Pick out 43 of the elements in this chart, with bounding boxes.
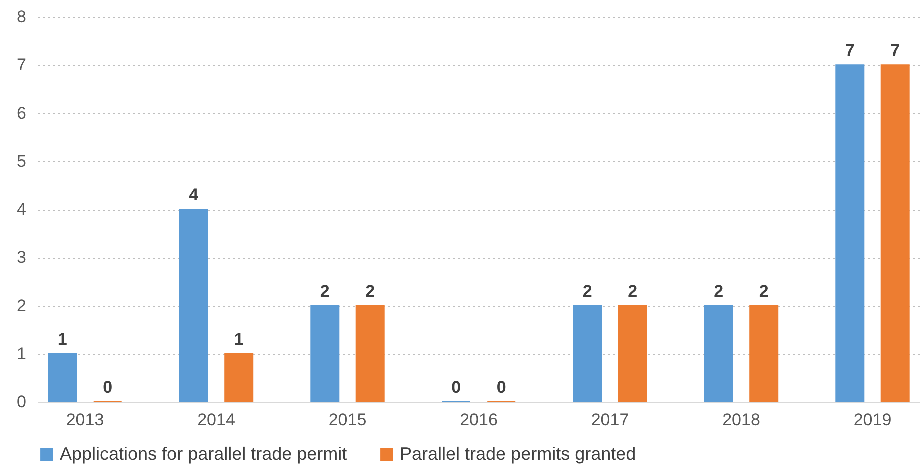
legend-label: Parallel trade permits granted (400, 444, 636, 464)
data-label: 2 (628, 282, 638, 301)
data-label: 0 (496, 378, 506, 397)
data-label: 7 (845, 41, 855, 60)
bar (48, 353, 78, 402)
data-label: 0 (452, 378, 462, 397)
x-tick-label: 2014 (198, 410, 236, 430)
y-tick-label: 4 (17, 200, 26, 219)
y-tick-label: 5 (17, 152, 26, 171)
data-label: 1 (234, 330, 244, 349)
y-tick-label: 6 (17, 104, 26, 123)
bar (310, 305, 340, 402)
bar (356, 305, 385, 402)
y-tick-label: 0 (17, 392, 26, 412)
y-tick-label: 3 (17, 248, 26, 268)
data-label: 1 (58, 330, 68, 349)
bar (224, 353, 254, 402)
x-tick-label: 2013 (66, 410, 104, 430)
x-tick-label: 2015 (328, 410, 367, 430)
bar (179, 209, 208, 402)
y-tick-label: 2 (17, 296, 26, 316)
legend-label: Applications for parallel trade permit (60, 444, 348, 464)
data-label: 2 (366, 282, 376, 301)
data-label: 4 (189, 186, 200, 204)
bar (704, 305, 734, 402)
x-tick-label: 2019 (854, 410, 892, 430)
x-tick-label: 2016 (460, 410, 498, 430)
data-label: 2 (582, 282, 592, 301)
data-label: 0 (103, 378, 113, 397)
bar (750, 305, 779, 402)
data-label: 2 (714, 282, 724, 301)
x-tick-label: 2017 (591, 410, 630, 430)
data-label: 2 (759, 282, 769, 301)
x-tick-label: 2018 (722, 410, 760, 430)
bar (880, 64, 910, 402)
bar (836, 64, 865, 402)
bar (618, 305, 648, 402)
data-label: 7 (890, 41, 900, 60)
y-tick-label: 8 (17, 8, 26, 26)
y-tick-label: 7 (17, 56, 26, 75)
y-tick-label: 1 (17, 344, 26, 364)
data-label: 2 (320, 282, 330, 301)
bar (573, 305, 602, 402)
